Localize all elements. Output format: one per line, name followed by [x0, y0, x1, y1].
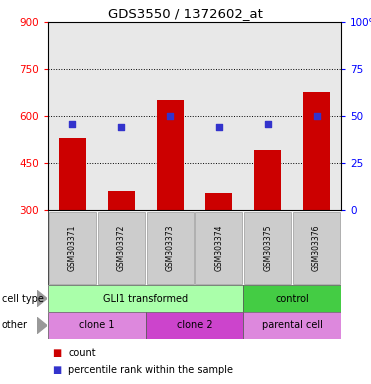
Text: ■: ■	[52, 348, 61, 358]
Text: count: count	[68, 348, 96, 358]
Bar	[243, 312, 341, 339]
Text: GSM303371: GSM303371	[68, 224, 77, 271]
Point	[69, 121, 75, 127]
Point	[118, 124, 124, 130]
Text: control: control	[275, 293, 309, 303]
Bar	[206, 193, 232, 210]
Text: percentile rank within the sample: percentile rank within the sample	[68, 365, 233, 375]
Point	[313, 113, 319, 119]
Text: GDS3550 / 1372602_at: GDS3550 / 1372602_at	[108, 7, 263, 20]
Point	[216, 124, 222, 130]
Bar	[196, 212, 242, 283]
Text: ■: ■	[52, 365, 61, 375]
Text: clone 1: clone 1	[79, 321, 115, 331]
Text: other: other	[2, 321, 28, 331]
Polygon shape	[37, 290, 47, 306]
Text: GSM303375: GSM303375	[263, 224, 272, 271]
Bar	[108, 191, 135, 210]
Point	[167, 113, 173, 119]
Bar	[48, 312, 146, 339]
Bar	[243, 285, 341, 312]
Bar	[59, 138, 86, 210]
Bar	[244, 212, 291, 283]
Bar	[146, 312, 243, 339]
Bar	[48, 285, 243, 312]
Bar	[293, 212, 340, 283]
Polygon shape	[37, 318, 47, 334]
Text: GLI1 transformed: GLI1 transformed	[103, 293, 188, 303]
Point	[265, 121, 271, 127]
Text: clone 2: clone 2	[177, 321, 212, 331]
Bar	[49, 212, 96, 283]
Text: GSM303372: GSM303372	[117, 224, 126, 271]
Text: cell type: cell type	[2, 293, 44, 303]
Text: GSM303376: GSM303376	[312, 224, 321, 271]
Bar	[147, 212, 194, 283]
Bar	[157, 100, 184, 210]
Bar	[303, 93, 330, 210]
Text: GSM303373: GSM303373	[165, 224, 175, 271]
Text: GSM303374: GSM303374	[214, 224, 223, 271]
Text: parental cell: parental cell	[262, 321, 323, 331]
Bar	[98, 212, 145, 283]
Bar	[255, 151, 281, 210]
